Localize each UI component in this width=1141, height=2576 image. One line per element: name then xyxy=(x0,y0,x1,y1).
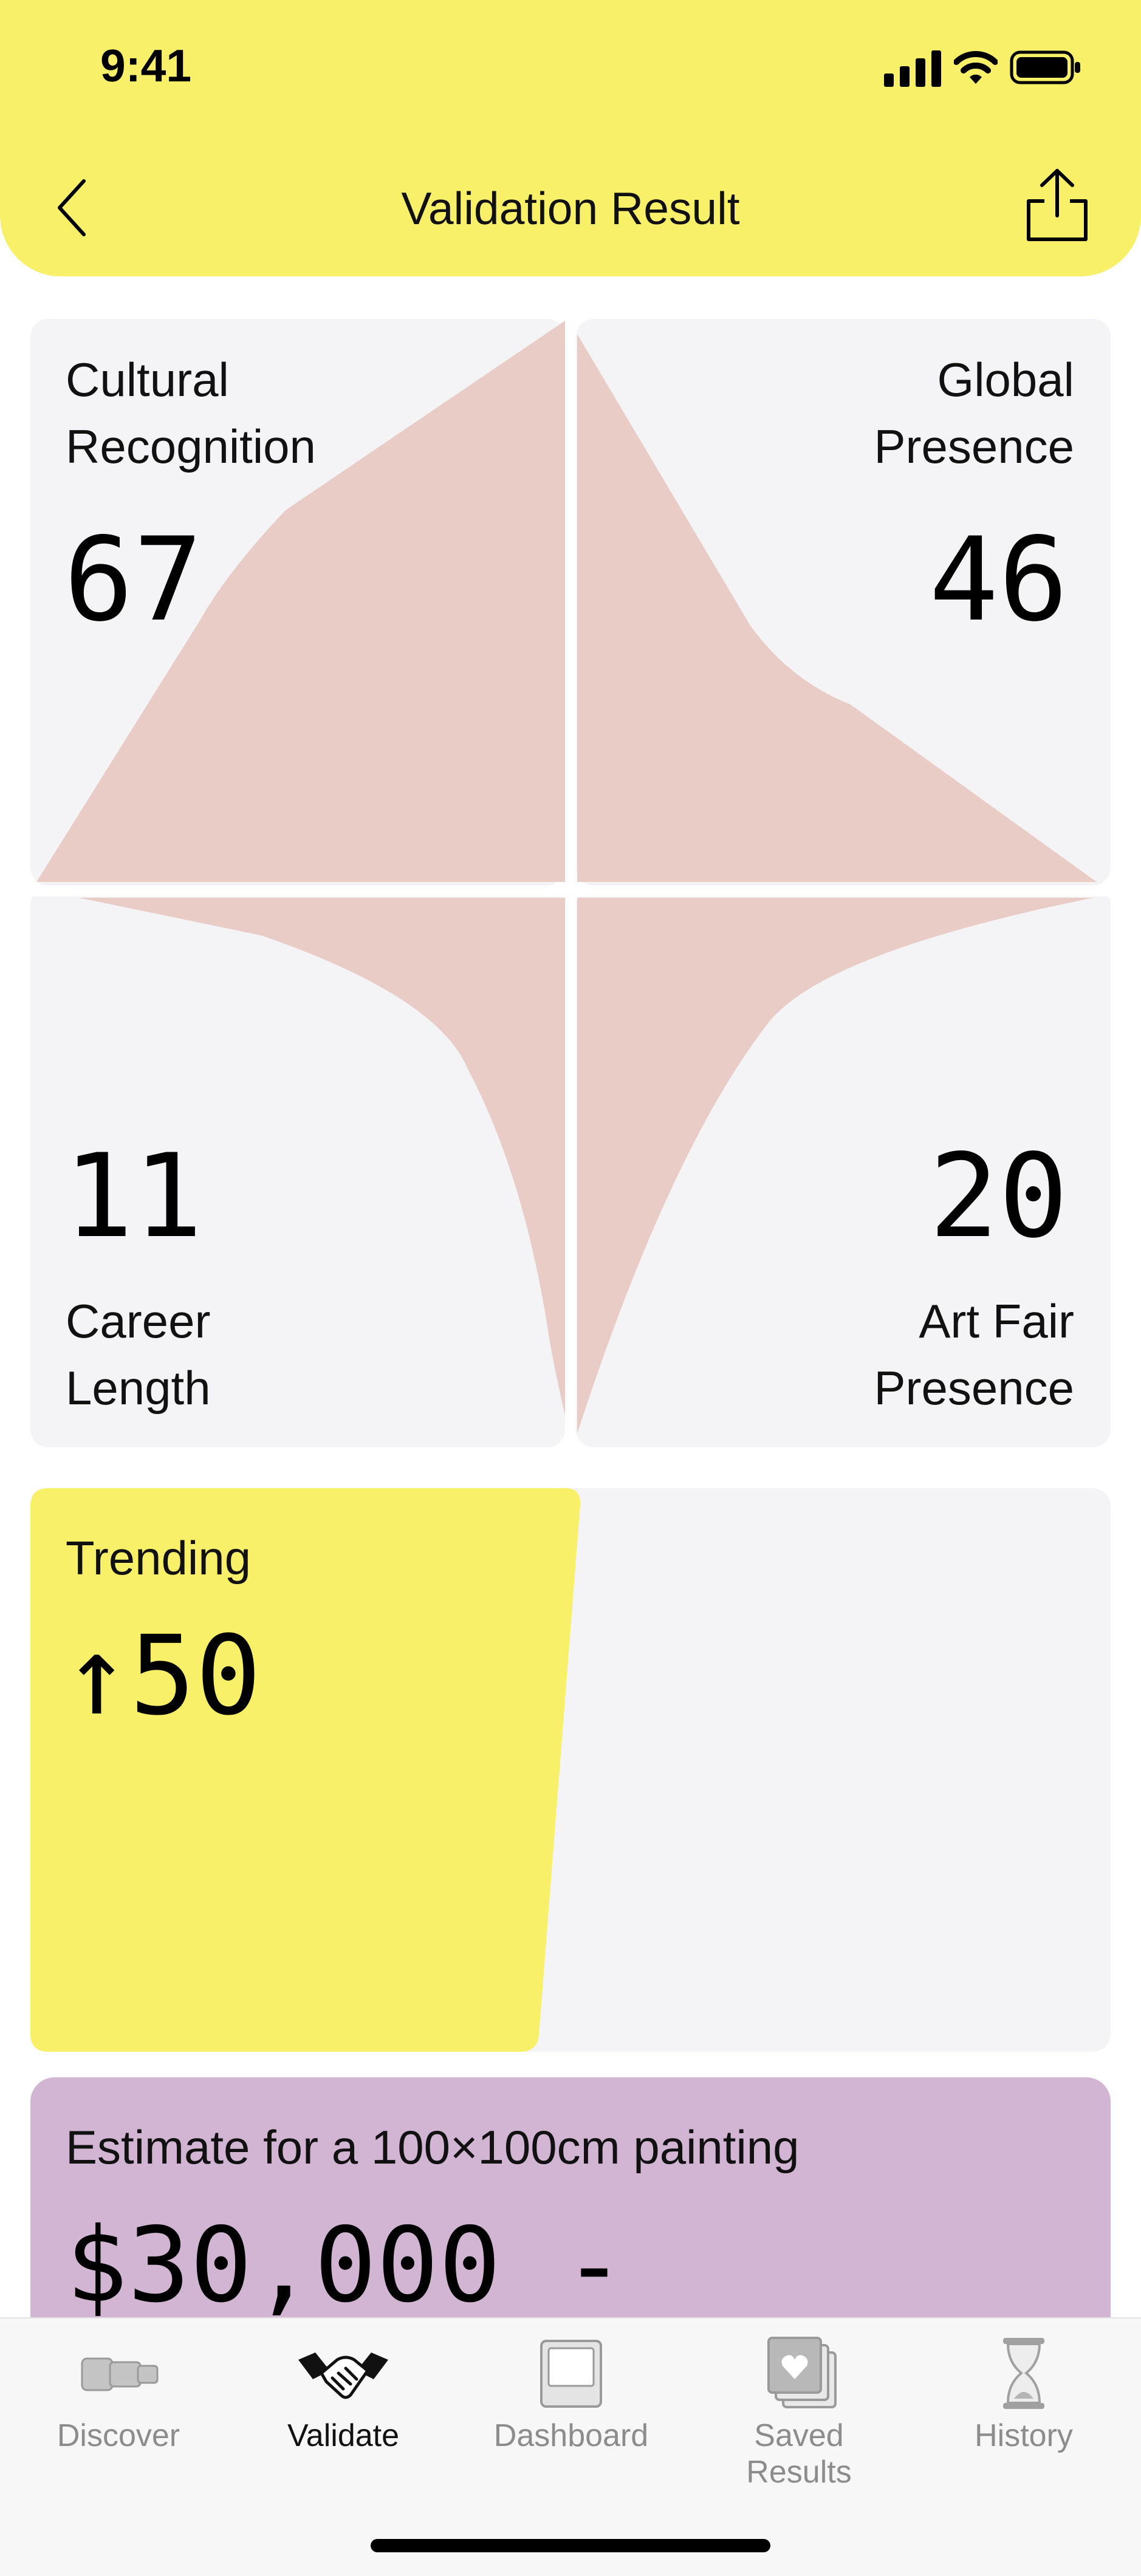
career-length-value: 11 xyxy=(64,1129,203,1263)
cultural-recognition-label-line2: Recognition xyxy=(66,420,316,473)
saved-results-icon xyxy=(767,2337,837,2408)
estimate-label: Estimate for a 100×100cm painting xyxy=(66,2120,800,2174)
cultural-recognition-label: Cultural Recognition xyxy=(66,346,316,480)
tab-history[interactable]: History xyxy=(923,2332,1124,2472)
header-bar xyxy=(0,0,1141,276)
estimate-value: $30,000 - xyxy=(66,2205,626,2326)
dashboard-icon xyxy=(540,2340,602,2408)
tab-history-label: History xyxy=(975,2418,1073,2453)
tab-saved-results-label: Saved Results xyxy=(746,2418,852,2490)
handshake-icon xyxy=(298,2352,388,2399)
tab-validate[interactable]: Validate xyxy=(243,2332,444,2472)
tab-validate-label: Validate xyxy=(287,2418,400,2453)
status-time: 9:41 xyxy=(100,40,192,91)
battery-icon xyxy=(1010,50,1080,84)
career-length-label-line1: Career xyxy=(66,1294,211,1348)
back-chevron-icon[interactable] xyxy=(53,177,90,238)
art-fair-presence-label-line1: Art Fair xyxy=(919,1294,1074,1348)
share-icon[interactable] xyxy=(1024,167,1091,243)
art-fair-presence-value: 20 xyxy=(929,1129,1068,1263)
cellular-signal-icon xyxy=(884,50,941,87)
global-presence-label: Global Presence xyxy=(874,346,1074,480)
trending-bar xyxy=(30,1488,581,2052)
global-presence-label-line2: Presence xyxy=(874,420,1074,473)
trending-value: ↑50 xyxy=(64,1613,262,1740)
tab-dashboard-label: Dashboard xyxy=(493,2418,649,2453)
global-presence-label-line1: Global xyxy=(937,353,1074,406)
tab-discover-label: Discover xyxy=(57,2418,180,2453)
tab-discover[interactable]: Discover xyxy=(18,2332,219,2472)
tab-saved-results[interactable]: Saved Results xyxy=(699,2332,899,2490)
career-length-label-line2: Length xyxy=(66,1361,211,1415)
telescope-icon xyxy=(81,2357,159,2391)
art-fair-presence-label-line2: Presence xyxy=(874,1361,1074,1415)
art-fair-presence-label: Art Fair Presence xyxy=(874,1288,1074,1421)
page-title: Validation Result xyxy=(401,183,740,234)
cultural-recognition-value: 67 xyxy=(64,513,203,647)
global-presence-value: 46 xyxy=(929,513,1068,647)
hourglass-icon xyxy=(1003,2338,1044,2409)
tab-dashboard[interactable]: Dashboard xyxy=(471,2332,671,2472)
metrics-star-shape xyxy=(36,321,1097,1433)
wifi-icon xyxy=(954,51,998,84)
home-indicator[interactable] xyxy=(371,2539,770,2552)
career-length-label: Career Length xyxy=(66,1288,211,1421)
cultural-recognition-label-line1: Cultural xyxy=(66,353,229,406)
trending-label: Trending xyxy=(66,1531,251,1585)
